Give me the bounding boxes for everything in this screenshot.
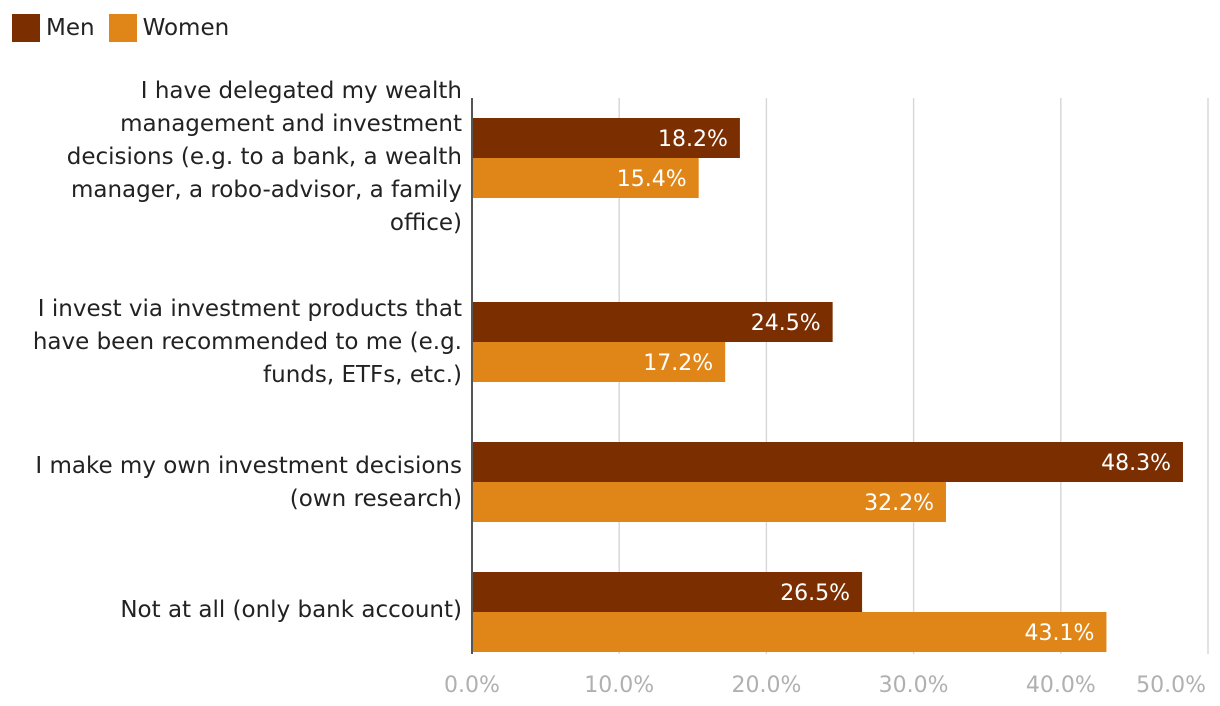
bar-label-men-1: 24.5% [751, 311, 821, 336]
legend-swatch-men [12, 14, 40, 42]
x-tick-label-4: 40.0% [1026, 673, 1096, 698]
category-label-0-line-0: I have delegated my wealth [141, 78, 462, 104]
category-label-1-line-2: funds, ETFs, etc.) [263, 362, 462, 388]
category-label-2-line-0: I make my own investment decisions [35, 453, 462, 479]
legend-swatch-women [108, 14, 137, 42]
legend-item-women: Women [108, 14, 230, 42]
category-label-0-line-2: decisions (e.g. to a bank, a wealth [67, 144, 462, 170]
bar-women-1 [472, 342, 726, 382]
x-tick-label-0: 0.0% [444, 673, 500, 698]
x-tick-label-1: 10.0% [584, 673, 654, 698]
category-label-0-line-3: manager, a robo-advisor, a family [71, 177, 462, 203]
legend-item-men: Men [12, 14, 95, 42]
bar-label-women-2: 32.2% [864, 491, 934, 516]
x-tick-label-3: 30.0% [879, 673, 949, 698]
bar-men-0 [472, 118, 740, 158]
bar-label-men-3: 26.5% [780, 581, 850, 606]
x-tick-label-5: 50.0% [1136, 673, 1206, 698]
bar-label-women-3: 43.1% [1025, 621, 1095, 646]
legend-label-women: Women [142, 15, 230, 41]
bar-women-2 [472, 482, 946, 522]
bar-men-2 [472, 442, 1183, 482]
bar-label-men-2: 48.3% [1101, 451, 1171, 476]
category-label-1-line-0: I invest via investment products that [38, 296, 462, 322]
category-label-3-line-0: Not at all (only bank account) [120, 597, 462, 623]
x-tick-label-2: 20.0% [731, 673, 801, 698]
category-label-2-line-1: (own research) [290, 486, 462, 512]
bar-women-3 [472, 612, 1107, 652]
category-label-1-line-1: have been recommended to me (e.g. [33, 329, 462, 355]
legend-label-men: Men [46, 15, 95, 41]
bar-men-3 [472, 572, 863, 612]
bar-label-men-0: 18.2% [658, 127, 728, 152]
legend: Men Women [12, 12, 243, 44]
bar-women-0 [472, 158, 699, 198]
bar-men-1 [472, 302, 833, 342]
category-label-0-line-4: office) [390, 210, 462, 236]
bar-label-women-0: 15.4% [617, 167, 687, 192]
category-label-0-line-1: management and investment [120, 111, 462, 137]
bar-label-women-1: 17.2% [643, 351, 713, 376]
